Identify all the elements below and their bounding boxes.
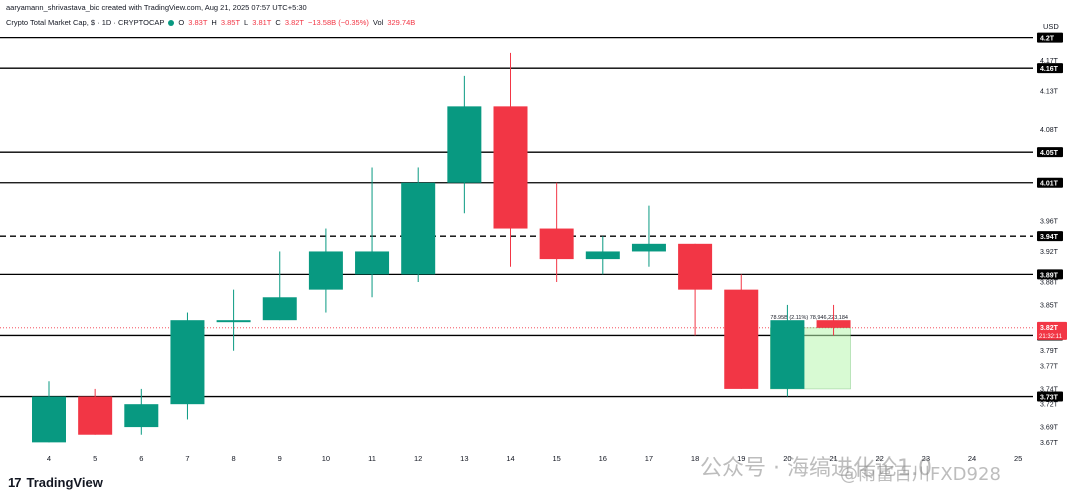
candle-body[interactable] xyxy=(585,251,620,260)
y-tick-label: 3.69T xyxy=(1040,425,1059,432)
candle-body[interactable] xyxy=(124,404,159,428)
x-tick-label: 21 xyxy=(829,454,837,463)
volume-value: 329.74B xyxy=(387,18,416,27)
currency-label[interactable]: USD xyxy=(1043,22,1059,31)
candle-body[interactable] xyxy=(816,320,851,328)
y-tick-label: 3.85T xyxy=(1040,302,1059,309)
x-tick-label: 5 xyxy=(93,454,97,463)
x-tick-label: 14 xyxy=(506,454,514,463)
candle-body[interactable] xyxy=(216,320,251,323)
last-price-label: 3.82T xyxy=(1040,325,1059,332)
x-tick-label: 12 xyxy=(414,454,422,463)
candle-body[interactable] xyxy=(493,106,528,229)
candle-body[interactable] xyxy=(447,106,482,183)
level-badge-label: 4.2T xyxy=(1040,36,1055,43)
open-label: O xyxy=(178,18,185,27)
level-badge-label: 4.01T xyxy=(1040,181,1059,188)
x-tick-label: 16 xyxy=(599,454,607,463)
volume-label: Vol xyxy=(372,18,384,27)
candle-body[interactable] xyxy=(78,396,113,435)
x-tick-label: 9 xyxy=(278,454,282,463)
y-tick-label: 3.88T xyxy=(1040,280,1059,287)
level-badge-label: 3.73T xyxy=(1040,395,1059,402)
candle-body[interactable] xyxy=(678,243,713,290)
y-tick-label: 4.17T xyxy=(1040,58,1059,65)
x-tick-label: 6 xyxy=(139,454,143,463)
x-tick-label: 25 xyxy=(1014,454,1022,463)
y-tick-label: 3.92T xyxy=(1040,249,1059,256)
x-tick-label: 15 xyxy=(552,454,560,463)
level-badge xyxy=(1037,177,1063,188)
level-badge xyxy=(1037,231,1063,242)
level-badge xyxy=(1037,391,1063,402)
symbol-title[interactable]: Crypto Total Market Cap, $ · 1D · CRYPTO… xyxy=(6,18,165,27)
tradingview-brand-name: TradingView xyxy=(26,475,103,490)
x-tick-label: 22 xyxy=(876,454,884,463)
level-badge xyxy=(1037,147,1063,158)
y-tick-label: 4.13T xyxy=(1040,89,1059,96)
market-status-icon xyxy=(168,19,175,26)
high-value: 3.85T xyxy=(220,18,241,27)
level-badge xyxy=(1037,269,1063,280)
candle-body[interactable] xyxy=(770,320,805,389)
level-badge-label: 3.89T xyxy=(1040,272,1059,279)
close-label: C xyxy=(275,18,281,27)
x-tick-label: 20 xyxy=(783,454,791,463)
change-value: −13.58B (−0.35%) xyxy=(308,18,369,27)
measure-label: 78.95B (2.11%) 78,946,223,184 xyxy=(770,315,848,321)
tradingview-logo[interactable]: 17 TradingView xyxy=(8,475,103,490)
open-value: 3.83T xyxy=(188,18,208,27)
x-tick-label: 7 xyxy=(185,454,189,463)
y-tick-label: 3.74T xyxy=(1040,386,1059,393)
y-tick-label: 3.67T xyxy=(1040,440,1059,447)
candle-body[interactable] xyxy=(401,182,436,275)
level-badge-label: 4.05T xyxy=(1040,150,1059,157)
x-tick-label: 8 xyxy=(232,454,236,463)
watermark-text: 公众号 · 海缟进化论1.0 xyxy=(700,456,932,481)
x-tick-label: 4 xyxy=(47,454,51,463)
last-price-countdown: 21:32:11 xyxy=(1039,334,1063,340)
candle-body[interactable] xyxy=(170,320,205,405)
close-value: 3.82T xyxy=(284,18,304,27)
y-tick-label: 3.72T xyxy=(1040,402,1059,409)
level-badge-label: 4.16T xyxy=(1040,66,1059,73)
low-label: L xyxy=(244,18,249,27)
level-badge xyxy=(1037,32,1063,43)
x-tick-label: 13 xyxy=(460,454,468,463)
chart-author-line: aaryamann_shrivastava_bic created with T… xyxy=(6,3,307,12)
x-tick-label: 23 xyxy=(922,454,930,463)
low-value: 3.81T xyxy=(252,18,272,27)
measure-label-bg xyxy=(768,309,861,322)
level-badge-label: 3.94T xyxy=(1040,234,1059,241)
watermark-handle: @雨富百川FXD928 xyxy=(840,464,1001,485)
x-tick-label: 11 xyxy=(368,454,376,463)
x-tick-label: 17 xyxy=(645,454,653,463)
last-price-badge xyxy=(1037,321,1067,340)
y-tick-label: 4.08T xyxy=(1040,127,1059,134)
y-tick-label: 3.79T xyxy=(1040,348,1059,355)
high-label: H xyxy=(211,18,217,27)
y-tick-label: 3.96T xyxy=(1040,218,1059,225)
x-tick-label: 24 xyxy=(968,454,976,463)
candle-body[interactable] xyxy=(32,396,66,443)
x-tick-label: 19 xyxy=(737,454,745,463)
level-badge xyxy=(1037,63,1063,74)
tradingview-logo-icon: 17 xyxy=(8,475,22,490)
candle-body[interactable] xyxy=(724,289,759,389)
candle-body[interactable] xyxy=(262,297,297,321)
symbol-legend: Crypto Total Market Cap, $ · 1D · CRYPTO… xyxy=(6,18,415,27)
x-tick-label: 10 xyxy=(322,454,330,463)
candle-body[interactable] xyxy=(631,243,666,252)
y-tick-label: 3.77T xyxy=(1040,364,1059,371)
candle-body[interactable] xyxy=(539,228,574,260)
x-tick-label: 18 xyxy=(691,454,699,463)
candle-body[interactable] xyxy=(308,251,343,290)
candle-body[interactable] xyxy=(355,251,390,275)
